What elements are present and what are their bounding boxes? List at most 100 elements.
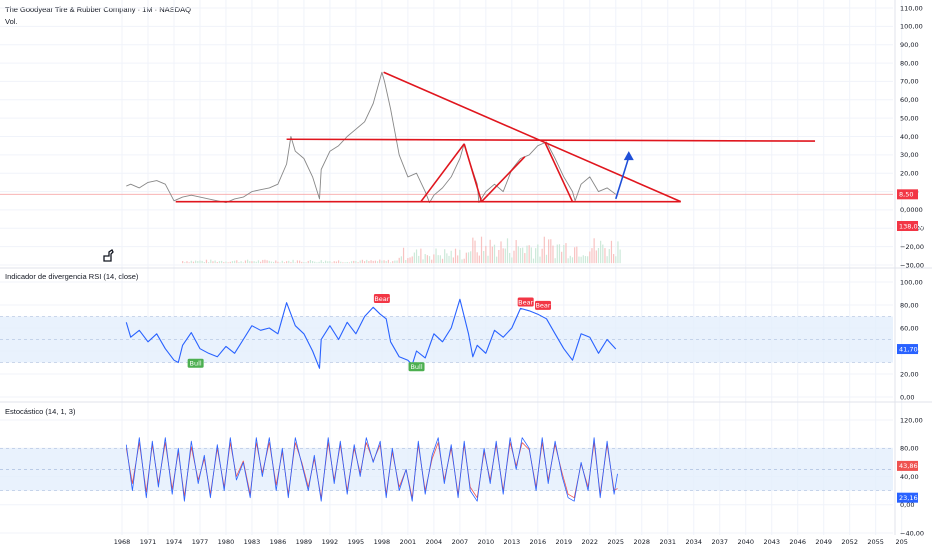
volume-bar: [528, 245, 530, 264]
rsi-value-tag-box: [897, 344, 918, 355]
volume-bar: [273, 261, 275, 264]
x-tick-13: 2007: [452, 538, 469, 546]
volume-bar: [210, 259, 212, 264]
stoch-y-tick-1: 80,00: [900, 445, 919, 453]
volume-bar: [435, 248, 437, 264]
volume-bar: [483, 250, 485, 264]
volume-bar: [197, 261, 199, 264]
volume-bar: [251, 261, 253, 264]
x-tick-26: 2046: [789, 538, 806, 546]
tradingview-logo-icon[interactable]: [100, 246, 118, 264]
x-tick-22: 2034: [685, 538, 702, 546]
volume-bar: [383, 260, 385, 264]
volume-bar: [359, 260, 361, 264]
volume-bar: [212, 261, 214, 264]
volume-bar: [342, 262, 344, 264]
x-tick-25: 2043: [763, 538, 780, 546]
rsi-signal-badge: [187, 358, 204, 368]
value-tags: 8,50 138,03M 41,70 43,86 23,16: [897, 189, 927, 503]
x-tick-28: 2052: [841, 538, 858, 546]
volume-bar: [322, 262, 325, 264]
volume-bar: [454, 248, 457, 264]
x-tick-6: 1986: [270, 538, 287, 546]
volume-bar: [608, 249, 610, 264]
volume-bar: [593, 238, 595, 264]
volume-bar: [335, 261, 338, 264]
volume-bar: [478, 255, 480, 264]
volume-bar: [504, 248, 506, 264]
volume-bar: [587, 256, 589, 264]
volume-bar: [563, 245, 565, 264]
volume-bar: [402, 247, 405, 264]
volume-bar: [604, 248, 606, 264]
price-series-line: [126, 71, 617, 204]
volume-bar: [589, 251, 591, 264]
volume-bar: [366, 259, 368, 264]
volume-bar: [526, 245, 528, 264]
x-tick-3: 1977: [192, 538, 209, 546]
volume-bar: [448, 255, 450, 264]
volume-bar: [305, 262, 307, 264]
x-tick-0: 1968: [114, 538, 131, 546]
volume-bar: [262, 259, 264, 264]
stoch-k-tag-box: [897, 460, 918, 471]
volume-bar: [255, 261, 257, 264]
volume-bar: [502, 248, 504, 264]
volume-bar: [344, 262, 346, 264]
stoch-k-tag: 43,86: [899, 462, 918, 470]
volume-bar: [569, 255, 571, 264]
volume-bar: [247, 259, 249, 264]
volume-bar: [476, 252, 478, 264]
volume-bar: [307, 260, 309, 264]
volume-bar: [192, 261, 195, 264]
trendline-resistance: [286, 138, 816, 142]
x-tick-17: 2019: [556, 538, 573, 546]
volume-bar: [465, 252, 467, 264]
volume-bar: [244, 260, 247, 264]
volume-bar: [288, 260, 290, 264]
volume-bar: [537, 244, 539, 264]
volume-bar: [290, 262, 292, 264]
volume-bar: [182, 261, 184, 264]
volume-bar: [242, 262, 244, 264]
volume-bar: [400, 256, 402, 264]
x-tick-18: 2022: [582, 538, 599, 546]
rsi-signal-badge: [517, 297, 534, 307]
volume-bar: [227, 262, 229, 264]
volume-bar: [550, 239, 552, 264]
price-y-tick-2: 90,00: [900, 41, 919, 49]
volume-bar: [283, 262, 286, 264]
x-tick-7: 1989: [296, 538, 313, 546]
volume-bar: [461, 259, 463, 264]
volume-bar: [405, 260, 407, 264]
x-tick-15: 2013: [504, 538, 521, 546]
volume-bar: [311, 261, 314, 264]
volume-bar: [353, 260, 355, 264]
volume-bar: [600, 240, 602, 264]
volume-tag: 138,03M: [899, 222, 927, 230]
volume-bar: [333, 261, 335, 264]
volume-bar: [374, 260, 376, 264]
volume-bar: [506, 238, 509, 264]
x-tick-30: 205: [895, 538, 907, 546]
volume-bar: [320, 260, 322, 264]
volume-bar: [294, 262, 296, 264]
volume-bar: [337, 260, 340, 264]
volume-bar: [615, 256, 617, 264]
volume-bar: [223, 262, 225, 264]
rsi-signal-label-2: Bull: [410, 363, 422, 371]
volume-bar: [558, 244, 561, 264]
x-tick-12: 2004: [426, 538, 443, 546]
volume-bar: [524, 253, 526, 264]
volume-bar: [303, 262, 305, 264]
volume-bar: [470, 251, 472, 264]
x-tick-9: 1995: [348, 538, 365, 546]
volume-bar: [324, 260, 327, 264]
volume-bar: [392, 261, 394, 264]
stoch-k-line: [125, 437, 618, 502]
volume-bar: [487, 255, 489, 264]
x-tick-20: 2028: [634, 538, 651, 546]
volume-bar: [314, 261, 316, 264]
